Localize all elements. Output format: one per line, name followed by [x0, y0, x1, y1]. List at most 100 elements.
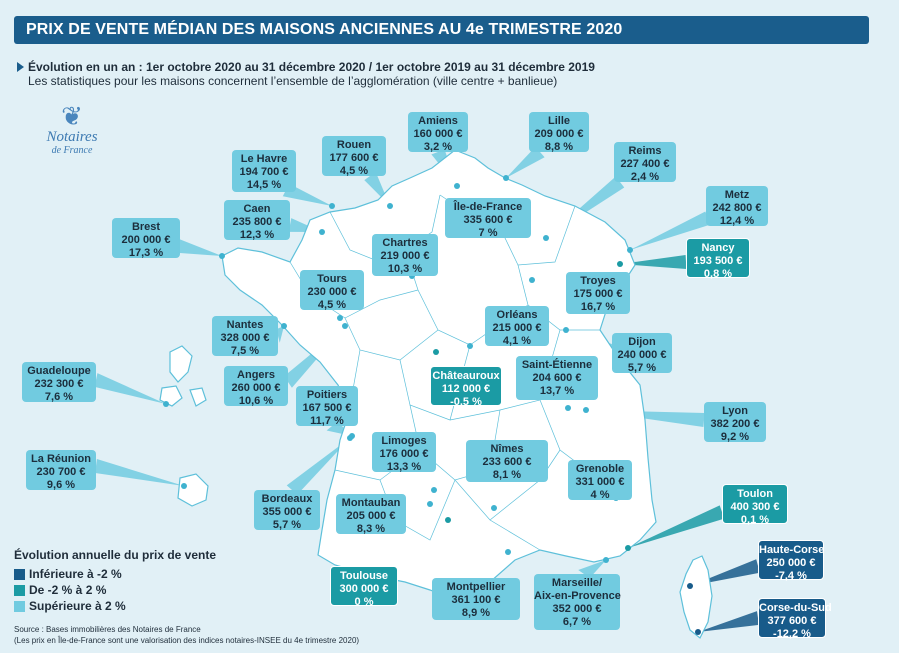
city-price: 227 400 € — [620, 158, 670, 170]
city-change: -0,5 % — [450, 396, 482, 408]
city-label-nimes: Nîmes 233 600 €8,1 % — [466, 440, 548, 482]
city-dot-nantes — [281, 323, 287, 329]
city-name: Marseille/ — [551, 577, 603, 589]
city-name: Saint-Étienne — [521, 359, 593, 371]
city-dot-le-havre — [329, 203, 335, 209]
leader-bordeaux — [286, 438, 350, 495]
city-price: 260 000 € — [231, 382, 281, 394]
city-dot-chateauroux — [433, 349, 439, 355]
city-label-limoges: Limoges 176 000 €13,3 % — [372, 432, 436, 473]
subtitle-period: Évolution en un an : 1er octobre 2020 au… — [28, 60, 595, 74]
city-change: 7,5 % — [230, 345, 260, 357]
city-dot-amiens — [454, 183, 460, 189]
city-name: Guadeloupe — [27, 365, 91, 377]
city-price: 352 000 € — [552, 603, 602, 615]
city-price: 361 100 € — [451, 594, 501, 606]
city-dot-limoges — [431, 487, 437, 493]
city-dot-caen — [319, 229, 325, 235]
city-name: Corse-du-Sud — [759, 602, 832, 614]
subtitle-note: Les statistiques pour les maisons concer… — [28, 74, 558, 88]
source-footnote: (Les prix en Île-de-France sont une valo… — [14, 636, 360, 645]
city-price: 242 800 € — [712, 202, 762, 214]
city-change: 10,6 % — [238, 395, 274, 407]
legend-swatch — [14, 584, 25, 596]
legend-swatch — [14, 600, 25, 612]
city-dot-brest — [219, 253, 225, 259]
city-change: 8,9 % — [461, 607, 491, 619]
city-change: 3,2 % — [423, 141, 453, 153]
legend-label: De -2 % à 2 % — [29, 583, 107, 597]
city-name: Angers — [237, 369, 275, 381]
city-name: Haute-Corse — [759, 544, 825, 556]
city-dot-reims — [543, 235, 549, 241]
city-name: Lille — [547, 115, 570, 127]
city-label-bordeaux: Bordeaux 355 000 €5,7 % — [254, 490, 320, 531]
city-name: Grenoble — [575, 463, 625, 475]
legend-item-moyenne: De -2 % à 2 % — [14, 582, 216, 598]
city-price: 200 000 € — [121, 234, 171, 246]
city-name: Dijon — [628, 336, 656, 348]
city-change: 13,3 % — [386, 461, 422, 473]
city-price: 382 200 € — [710, 418, 760, 430]
city-change: 4,5 % — [339, 165, 369, 177]
city-label-caen: Caen 235 800 €12,3 % — [224, 200, 290, 241]
city-change: 7 % — [478, 227, 498, 239]
logo-subname: de France — [51, 145, 93, 156]
city-dot-corse-du-sud — [695, 629, 701, 635]
city-label-nancy: Nancy 193 500 €0,8 % — [686, 238, 750, 280]
city-name: Lyon — [722, 405, 748, 417]
city-change: 5,7 % — [272, 519, 302, 531]
city-name: Nantes — [226, 319, 264, 331]
city-price: 335 600 € — [463, 214, 513, 226]
city-change: 16,7 % — [580, 301, 616, 313]
city-dot-troyes — [529, 277, 535, 283]
city-change: 8,3 % — [356, 523, 386, 535]
city-price: 328 000 € — [220, 332, 270, 344]
city-price: 215 000 € — [492, 322, 542, 334]
city-change: 11,7 % — [310, 415, 344, 427]
city-change: 5,7 % — [627, 362, 657, 374]
city-price: 400 300 € — [730, 501, 780, 513]
city-dot-dijon — [563, 327, 569, 333]
city-price: 250 000 € — [766, 557, 816, 569]
legend-item-superieure: Supérieure à 2 % — [14, 598, 216, 614]
city-label-chateauroux: Châteauroux 112 000 € -0,5 % — [430, 366, 502, 408]
city-change: 17,3 % — [128, 247, 164, 259]
city-price: 300 000 € — [339, 583, 389, 595]
notaires-logo-icon: ❦ — [61, 101, 83, 131]
legend-label: Supérieure à 2 % — [29, 599, 126, 613]
city-name: Metz — [724, 189, 750, 201]
city-name: Nancy — [701, 242, 735, 254]
city-price: 112 000 € — [441, 383, 491, 395]
city-price: 232 300 € — [34, 378, 84, 390]
city-name: Île-de-France — [453, 201, 523, 213]
city-dot-nancy — [617, 261, 623, 267]
city-change: -12,2 % — [773, 628, 811, 640]
city-dot-saint-etienne — [565, 405, 571, 411]
city-label-marseille-aix-en-provence: Marseille/Aix-en-Provence 352 000 €6,7 % — [534, 574, 621, 630]
city-change: 9,6 % — [46, 479, 76, 491]
legend: Évolution annuelle du prix de vente Infé… — [14, 548, 216, 614]
city-price: 177 600 € — [329, 152, 379, 164]
city-label-montpellier: Montpellier 361 100 €8,9 % — [432, 578, 520, 620]
leader-marseille-aix-en-provence — [578, 560, 606, 578]
city-label-poitiers: Poitiers 167 500 €11,7 % — [296, 386, 358, 427]
city-label-lyon: Lyon 382 200 €9,2 % — [704, 402, 766, 443]
city-price: 240 000 € — [617, 349, 667, 361]
city-price: 204 600 € — [532, 372, 582, 384]
city-price: 209 000 € — [534, 128, 584, 140]
city-price: 233 600 € — [482, 456, 532, 468]
city-change: 4 % — [590, 489, 610, 501]
city-name: Caen — [243, 203, 271, 215]
source-note: Source : Bases immobilières des Notaires… — [14, 624, 359, 646]
city-dot-lille — [503, 175, 509, 181]
city-dot-bordeaux — [347, 435, 353, 441]
legend-item-inferieure: Inférieure à -2 % — [14, 566, 216, 582]
notaires-logo: ❦ Notaires de France — [32, 102, 112, 157]
city-change: 14,5 % — [246, 179, 282, 191]
city-price: 205 000 € — [346, 510, 396, 522]
city-name: Chartres — [382, 237, 428, 249]
legend-swatch — [14, 568, 25, 580]
city-change: 4,5 % — [317, 299, 347, 311]
